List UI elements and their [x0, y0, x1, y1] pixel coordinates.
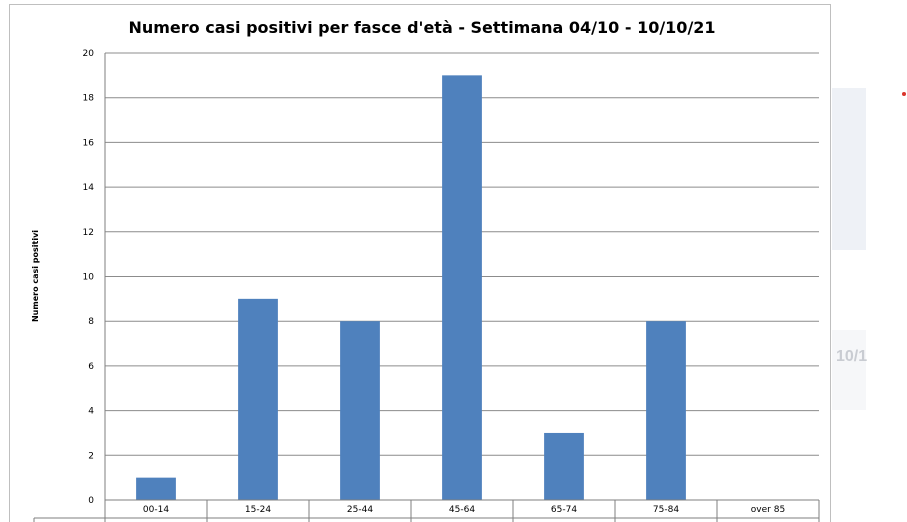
background-panel-fragment	[832, 330, 866, 410]
bar-75-84	[646, 321, 686, 500]
y-axis-label: Numero casi positivi	[31, 230, 40, 322]
chart-frame	[9, 4, 831, 522]
y-tick-label: 2	[88, 451, 94, 461]
bar-25-44	[340, 321, 380, 500]
x-tick-label: over 85	[751, 505, 785, 515]
bar-00-14	[136, 477, 176, 500]
bars	[136, 75, 686, 500]
y-tick-label: 12	[83, 228, 94, 238]
axes	[33, 53, 820, 522]
y-tick-labels: 0 2 4 6 8 10 12 14 16 18 20	[83, 49, 95, 506]
y-tick-label: 18	[83, 94, 95, 104]
x-tick-label: 65-74	[551, 505, 577, 515]
y-tick-label: 8	[88, 317, 94, 327]
x-tick-label: 25-44	[347, 505, 373, 515]
y-tick-label: 6	[88, 362, 94, 372]
bar-45-64	[442, 75, 482, 500]
background-partial-text: 10/1	[836, 348, 868, 365]
x-tick-label: 00-14	[143, 505, 169, 515]
y-tick-label: 20	[83, 49, 95, 59]
x-tick-label: 15-24	[245, 505, 271, 515]
bar-15-24	[238, 298, 278, 500]
y-tick-label: 14	[83, 183, 95, 193]
x-tick-label: 75-84	[653, 505, 679, 515]
x-tick-labels: 00-14 15-24 25-44 45-64 65-74 75-84 over 85	[143, 505, 785, 515]
y-tick-label: 0	[88, 496, 94, 506]
background-table-fragment	[832, 88, 866, 250]
y-tick-label: 10	[83, 273, 95, 283]
bar-65-74	[544, 432, 584, 500]
y-tick-label: 16	[83, 138, 95, 148]
x-tick-label: 45-64	[449, 505, 475, 515]
bullet-dot	[902, 92, 906, 96]
y-tick-label: 4	[88, 407, 94, 417]
chart-title: Numero casi positivi per fasce d'età - S…	[128, 18, 715, 37]
